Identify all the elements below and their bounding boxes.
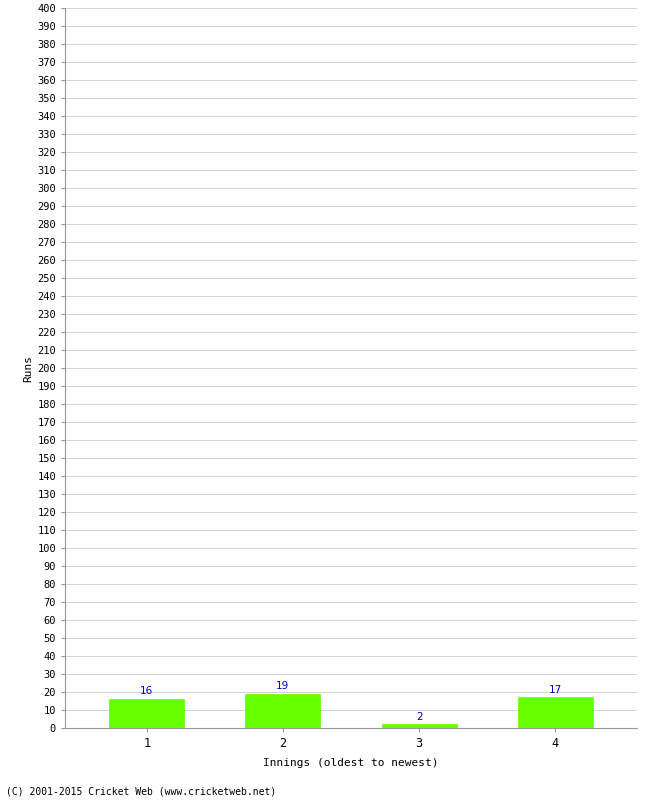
Text: (C) 2001-2015 Cricket Web (www.cricketweb.net): (C) 2001-2015 Cricket Web (www.cricketwe…	[6, 786, 277, 796]
Bar	[109, 699, 184, 728]
Bar	[382, 725, 456, 728]
Bar	[518, 698, 593, 728]
Bar	[246, 694, 320, 728]
Text: 19: 19	[276, 681, 289, 691]
Text: 16: 16	[140, 686, 153, 697]
Y-axis label: Runs: Runs	[23, 354, 33, 382]
X-axis label: Innings (oldest to newest): Innings (oldest to newest)	[263, 758, 439, 768]
Text: 2: 2	[416, 712, 422, 722]
Text: 17: 17	[549, 685, 562, 694]
